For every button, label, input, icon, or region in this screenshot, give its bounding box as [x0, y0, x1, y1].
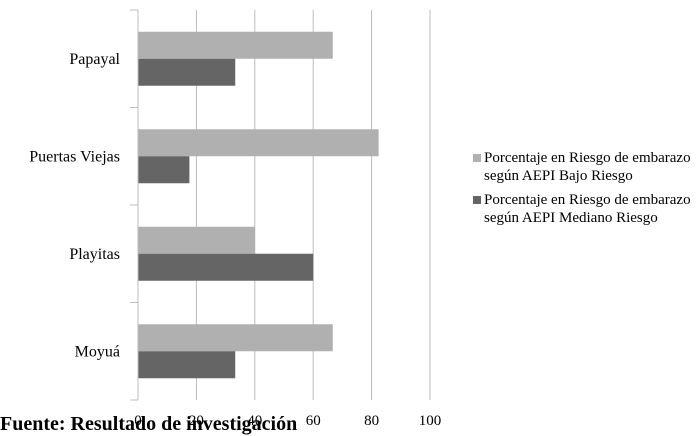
- legend: Porcentaje en Riesgo de embarazo según A…: [473, 149, 697, 233]
- x-tick-label-40: 40: [247, 413, 262, 429]
- legend-label-bajo-riesgo: Porcentaje en Riesgo de embarazo según A…: [484, 150, 691, 184]
- x-tick-label-100: 100: [419, 413, 442, 429]
- bar-moyu--mediano-riesgo: [138, 351, 236, 379]
- legend-label-mediano-riesgo: Porcentaje en Riesgo de embarazo según A…: [484, 192, 691, 226]
- labels: 0 20 40 60 80 100 Moyuá Playitas Puertas Viejas P…: [29, 51, 441, 429]
- bar-papayal-bajo-riesgo: [138, 31, 333, 59]
- category-label-moyu-: Moyuá: [75, 343, 120, 360]
- x-tick-label-20: 20: [189, 413, 204, 429]
- legend-item-bajo-riesgo: Porcentaje en Riesgo de embarazo según A…: [473, 149, 697, 185]
- axes: [130, 9, 139, 401]
- bar-puertas-viejas-bajo-riesgo: [138, 129, 379, 157]
- x-tick-label-80: 80: [364, 413, 379, 429]
- x-tick-label-60: 60: [306, 413, 321, 429]
- legend-item-mediano-riesgo: Porcentaje en Riesgo de embarazo según A…: [473, 191, 697, 227]
- bar-playitas-bajo-riesgo: [138, 226, 255, 254]
- legend-swatch-mediano-riesgo: [473, 196, 481, 204]
- source-note: Fuente: Resultado de investigación: [0, 413, 298, 435]
- bar-moyu--bajo-riesgo: [138, 324, 333, 352]
- legend-swatch-bajo-riesgo: [473, 154, 481, 162]
- bar-puertas-viejas-mediano-riesgo: [138, 156, 190, 184]
- bars: [138, 31, 379, 379]
- x-tick-label-0: 0: [134, 413, 142, 429]
- category-label-playitas: Playitas: [69, 246, 120, 263]
- bar-playitas-mediano-riesgo: [138, 253, 314, 281]
- category-label-papayal: Papayal: [69, 51, 120, 68]
- category-label-puertas-viejas: Puertas Viejas: [29, 148, 120, 165]
- bar-papayal-mediano-riesgo: [138, 58, 236, 86]
